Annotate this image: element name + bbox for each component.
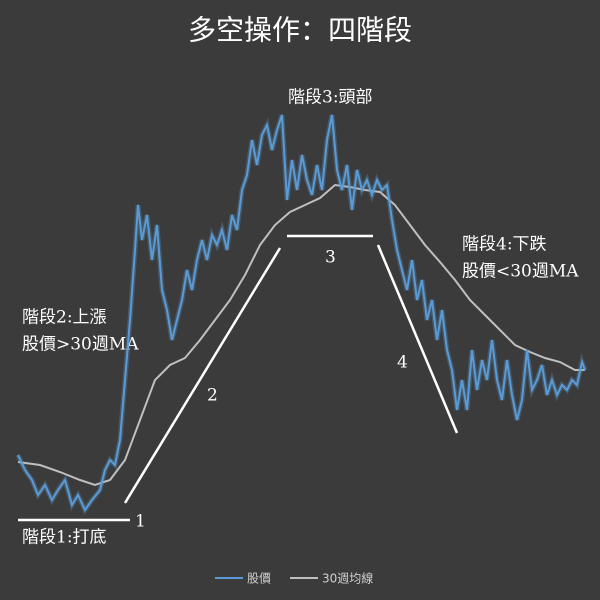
legend-label: 股價 (247, 572, 271, 586)
line (17, 183, 585, 487)
annotation: 1 (135, 512, 146, 532)
stage4-line (376, 244, 459, 434)
annotation: 股價<30週MA (462, 262, 579, 282)
annotation: 階段1:打底 (22, 528, 107, 548)
annotation: 2 (207, 386, 218, 406)
annotation: 階段2:上漲 (22, 308, 107, 328)
stage2-line (123, 247, 282, 504)
annotation: 股價>30週MA (22, 335, 139, 355)
annotation-lines (18, 234, 459, 522)
legend-label: 30週均線 (322, 571, 373, 586)
annotation: 3 (325, 248, 336, 268)
annotation: 階段4:下跌 (462, 235, 547, 255)
chart-title: 多空操作：四階段 (188, 14, 412, 47)
line (17, 114, 586, 512)
annotation: 階段3:頭部 (288, 88, 373, 108)
annotation: 4 (397, 353, 408, 373)
